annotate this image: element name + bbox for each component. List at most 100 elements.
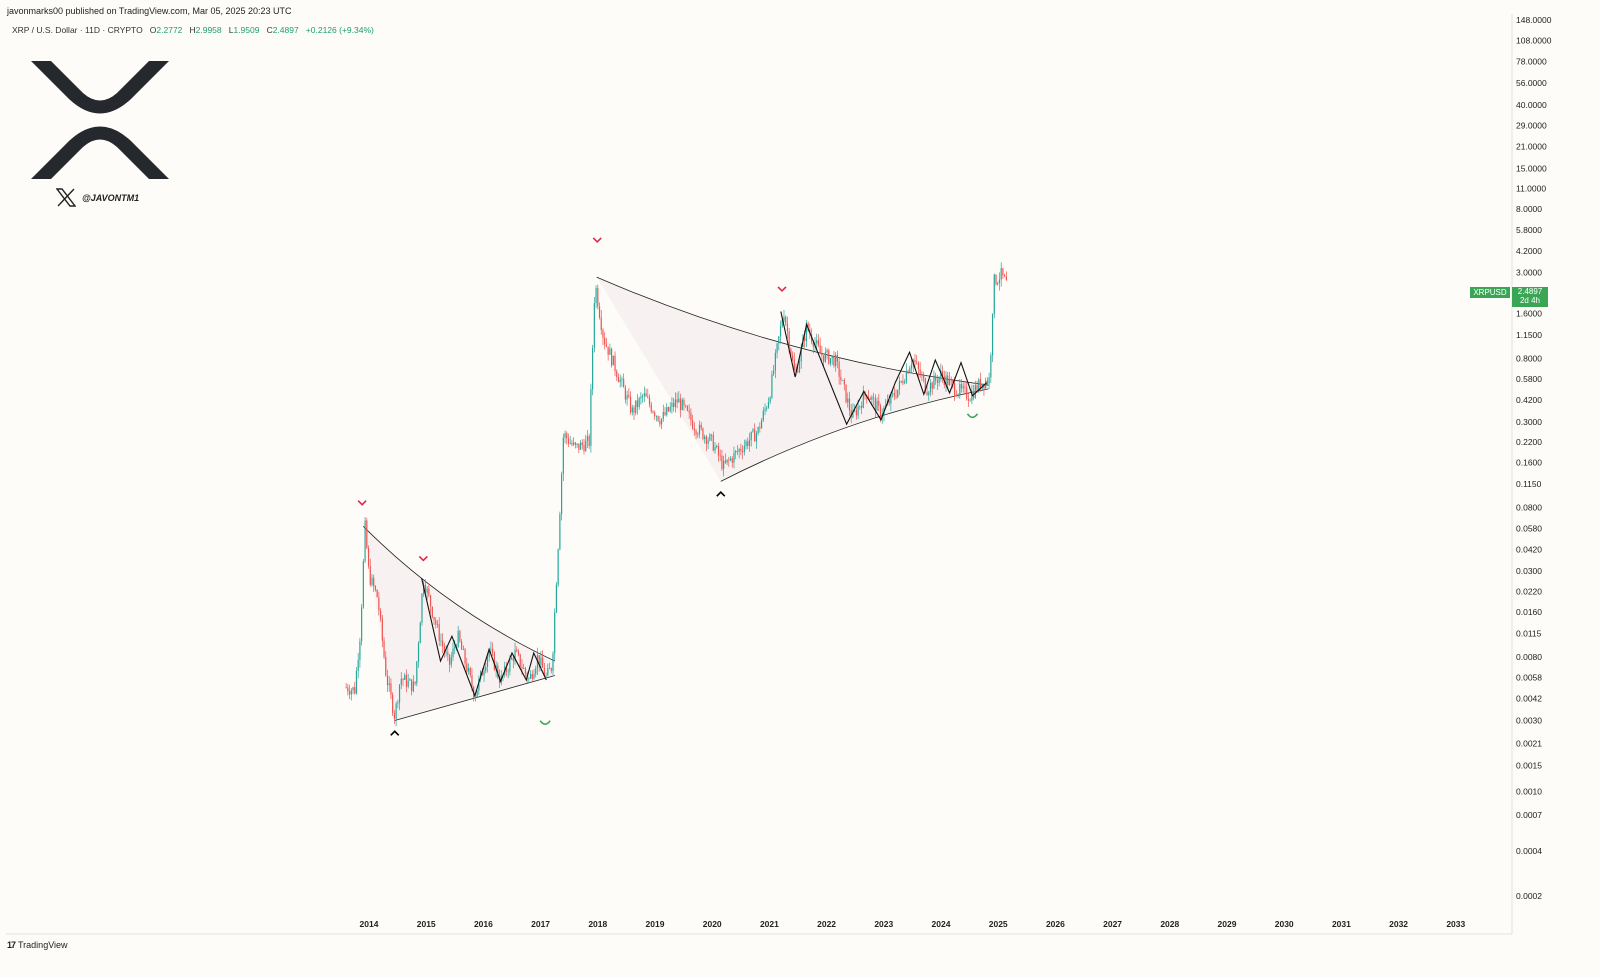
price-axis[interactable]: 148.0000 108.0000 78.0000 56.0000 40.0000 29.… — [1516, 15, 1552, 901]
candle-body-20 — [379, 610, 382, 619]
candle-body-177 — [650, 404, 652, 412]
candle-body-131 — [571, 442, 573, 445]
candle-body-330 — [914, 360, 916, 363]
candle-body-174 — [645, 393, 647, 397]
candle-body-58 — [445, 652, 447, 654]
candle-body-368 — [979, 379, 982, 389]
price-tick-24: 0.0420 — [1516, 544, 1542, 554]
candle-body-75 — [474, 697, 477, 699]
candle-body-106 — [528, 678, 530, 680]
time-axis[interactable]: 2014 2015 2016 2017 2018 2019 2020 2021 2022 2023… — [360, 919, 1466, 929]
candle-body-50 — [431, 606, 433, 617]
price-tick-19: 0.2200 — [1516, 437, 1542, 447]
bottom-pivot-arrow-0 — [390, 730, 400, 736]
candle-body-287 — [840, 376, 842, 381]
candle-body-107 — [529, 673, 532, 679]
candle-body-96 — [511, 657, 513, 660]
candle-body-143 — [592, 347, 594, 390]
candle-body-306 — [873, 397, 875, 398]
candle-body-14 — [369, 565, 371, 585]
candle-body-324 — [904, 381, 906, 384]
price-tick-10: 5.8000 — [1516, 225, 1542, 235]
candle-body-141 — [588, 436, 590, 446]
candle-body-224 — [731, 458, 733, 463]
candle-body-198 — [686, 406, 689, 411]
candle-body-0 — [345, 687, 347, 689]
candle-body-219 — [723, 460, 725, 469]
candle-body-238 — [755, 433, 757, 442]
candle-body-374 — [990, 355, 992, 378]
candle-body-338 — [928, 392, 930, 395]
candle-body-291 — [847, 398, 849, 403]
candle-body-33 — [402, 678, 404, 680]
wedge-patterns — [362, 276, 989, 721]
candle-body-155 — [612, 355, 614, 366]
price-tick-16: 0.5800 — [1516, 374, 1542, 384]
candle-body-267 — [805, 323, 807, 341]
candle-body-136 — [579, 442, 582, 450]
candle-body-335 — [923, 375, 925, 379]
candle-body-341 — [933, 375, 935, 389]
candle-body-6 — [355, 670, 358, 694]
candle-body-307 — [874, 397, 876, 411]
price-tick-5: 29.0000 — [1516, 121, 1547, 131]
tradingview-footer[interactable]: 17 TradingView — [7, 940, 68, 950]
candle-body-378 — [997, 283, 999, 285]
candle-body-332 — [917, 362, 920, 370]
candle-body-254 — [783, 316, 785, 321]
candle-body-315 — [888, 400, 890, 404]
time-tick-13: 2027 — [1103, 919, 1122, 929]
time-tick-3: 2017 — [531, 919, 550, 929]
candle-body-295 — [854, 410, 856, 411]
candle-body-289 — [843, 379, 845, 385]
candle-body-124 — [559, 514, 561, 550]
price-tick-28: 0.0115 — [1516, 628, 1542, 638]
candle-body-223 — [729, 458, 732, 461]
candle-body-129 — [567, 438, 570, 444]
candle-body-62 — [452, 648, 454, 658]
price-tick-30: 0.0058 — [1516, 673, 1542, 683]
badge-price-box: 2.4897 2d 4h — [1512, 287, 1548, 307]
candle-body-54 — [438, 624, 440, 641]
candle-body-84 — [490, 648, 492, 650]
candle-body-276 — [821, 352, 823, 356]
xrp-logo-icon — [31, 61, 169, 179]
candle-body-4 — [352, 687, 354, 691]
candle-body-249 — [774, 352, 776, 371]
candle-body-82 — [486, 656, 489, 667]
candle-body-343 — [936, 380, 938, 383]
candle-body-339 — [929, 382, 932, 393]
candle-body-243 — [764, 408, 766, 411]
candle-body-147 — [598, 306, 601, 318]
candle-body-300 — [862, 391, 864, 408]
price-tick-9: 8.0000 — [1516, 204, 1542, 214]
candle-body-114 — [542, 657, 544, 668]
candle-body-228 — [738, 449, 740, 452]
candle-body-70 — [466, 663, 468, 672]
candle-body-303 — [867, 397, 870, 399]
candle-body-255 — [785, 316, 787, 324]
candle-body-157 — [616, 371, 618, 378]
candle-body-28 — [393, 713, 395, 719]
candle-body-304 — [869, 397, 871, 400]
candle-body-202 — [693, 428, 695, 431]
candle-body-102 — [521, 666, 523, 669]
candle-body-11 — [364, 520, 366, 562]
candle-body-137 — [581, 442, 583, 446]
candle-body-7 — [357, 660, 359, 671]
candle-body-206 — [700, 424, 702, 429]
symbol-legend: XRP / U.S. Dollar · 11D · CRYPTO O2.2772… — [12, 25, 374, 35]
candle-body-318 — [893, 393, 895, 397]
candle-body-170 — [638, 398, 640, 408]
candle-body-282 — [831, 356, 833, 359]
candle-body-183 — [660, 418, 663, 425]
candle-body-294 — [852, 410, 854, 418]
candle-body-326 — [907, 370, 909, 374]
candle-body-120 — [552, 653, 554, 671]
candle-body-273 — [816, 340, 818, 344]
candle-body-156 — [614, 355, 616, 372]
candle-body-373 — [988, 377, 990, 384]
candle-body-167 — [633, 407, 635, 413]
candle-body-350 — [948, 379, 951, 386]
